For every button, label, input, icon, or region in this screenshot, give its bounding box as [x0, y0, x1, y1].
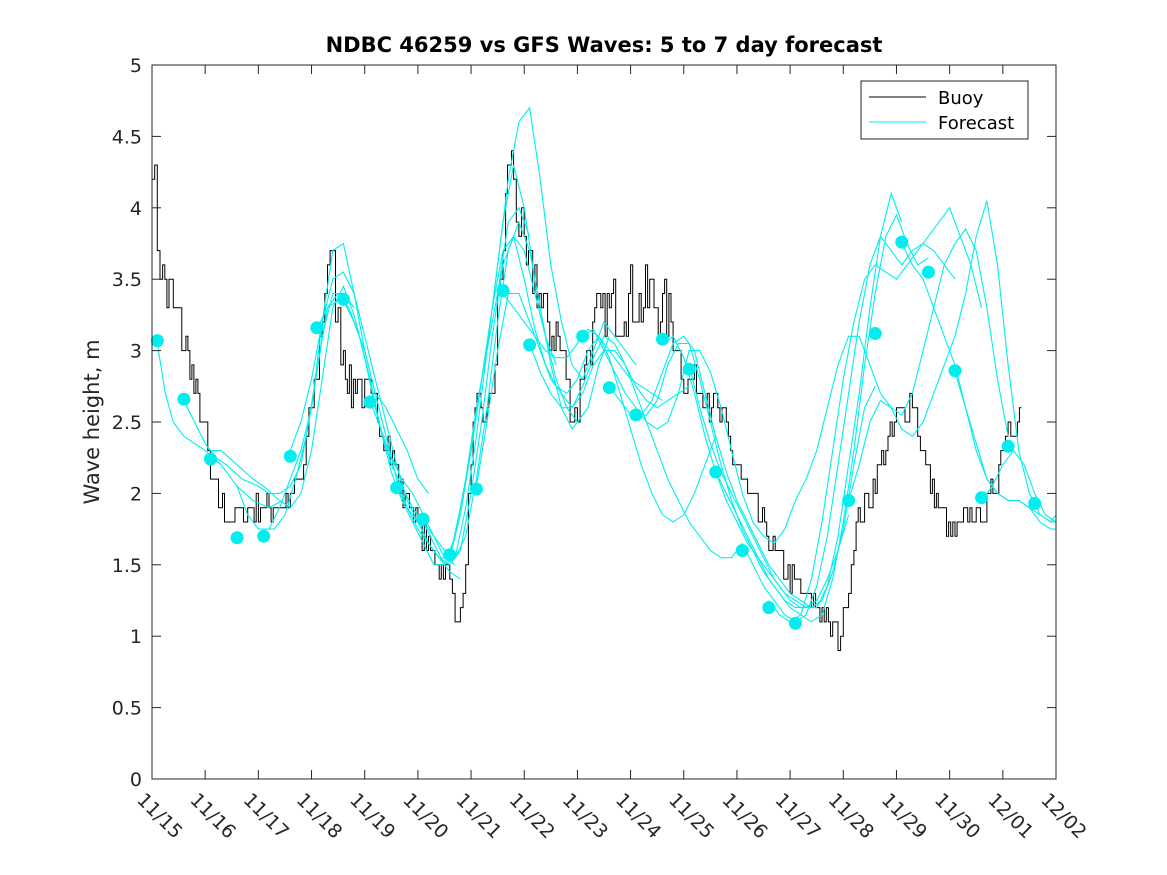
forecast-marker: [150, 334, 164, 348]
forecast-line: [981, 449, 1057, 523]
forecast-line: [741, 235, 956, 623]
forecast-marker: [975, 491, 989, 505]
forecast-marker: [523, 338, 537, 352]
forecast-marker: [469, 482, 483, 496]
forecast-series-group: [156, 106, 1057, 623]
forecast-marker: [496, 284, 510, 298]
y-axis-ticks: 0 0.5 1 1.5 2 2.5 3 3.5 4 4.5 5: [112, 55, 1056, 791]
y-tick-label: 4: [130, 198, 142, 220]
forecast-marker: [842, 494, 856, 507]
forecast-marker: [656, 332, 669, 346]
y-axis-label: Wave height, m: [80, 339, 104, 504]
forecast-marker: [602, 381, 616, 395]
forecast-line: [582, 328, 796, 545]
forecast-marker: [443, 548, 457, 562]
forecast-marker: [390, 481, 404, 495]
forecast-markers: [150, 235, 1042, 630]
forecast-line: [156, 343, 283, 509]
forecast-line: [715, 213, 929, 623]
forecast-marker: [336, 292, 350, 306]
forecast-line: [210, 284, 398, 509]
forecast-marker: [709, 465, 723, 479]
forecast-marker: [283, 449, 297, 463]
y-tick-label: 4.5: [112, 126, 142, 148]
legend-box: [860, 80, 1029, 140]
forecast-marker: [310, 321, 324, 335]
forecast-line: [954, 371, 1056, 530]
forecast-line: [901, 243, 1056, 523]
y-tick-label: 0.5: [112, 698, 142, 720]
forecast-marker: [363, 395, 377, 409]
forecast-marker: [416, 512, 430, 526]
y-tick-label: 0: [130, 769, 142, 791]
forecast-line: [848, 200, 1057, 523]
forecast-line: [768, 206, 983, 623]
plot-area: [152, 65, 1056, 779]
forecast-marker: [735, 544, 749, 557]
forecast-marker: [177, 392, 191, 406]
forecast-marker: [257, 529, 271, 543]
forecast-marker: [921, 265, 935, 279]
y-tick-label: 2: [130, 483, 142, 505]
forecast-marker: [762, 601, 776, 615]
forecast-line: [635, 342, 850, 609]
forecast-line: [608, 335, 823, 609]
forecast-marker: [1028, 496, 1042, 510]
forecast-line: [688, 191, 903, 609]
legend-forecast-label: Forecast: [938, 113, 1014, 134]
forecast-marker: [576, 329, 590, 343]
buoy-series: [152, 150, 1022, 651]
forecast-line: [342, 235, 557, 566]
y-tick-label: 5: [130, 55, 142, 77]
forecast-line: [502, 293, 717, 523]
legend: Buoy Forecast: [860, 80, 1029, 140]
forecast-marker: [788, 616, 802, 630]
forecast-marker: [629, 408, 643, 422]
forecast-marker: [895, 235, 909, 249]
forecast-marker: [682, 362, 696, 376]
forecast-marker: [948, 364, 962, 378]
buoy-line: [152, 150, 1022, 651]
chart-title: NDBC 46259 vs GFS Waves: 5 to 7 day fore…: [326, 33, 883, 57]
forecast-marker: [1001, 439, 1015, 453]
forecast-marker: [868, 327, 882, 340]
y-tick-label: 3: [130, 341, 142, 363]
forecast-marker: [230, 531, 244, 545]
y-tick-label: 2.5: [112, 412, 142, 434]
forecast-line: [422, 106, 637, 566]
forecast-marker: [204, 452, 217, 466]
y-tick-label: 3.5: [112, 269, 142, 291]
forecast-line: [529, 335, 743, 559]
legend-buoy-label: Buoy: [938, 88, 984, 109]
y-tick-label: 1: [130, 626, 142, 648]
forecast-line: [369, 220, 584, 559]
y-tick-label: 1.5: [112, 555, 142, 577]
forecast-line: [794, 228, 1009, 501]
